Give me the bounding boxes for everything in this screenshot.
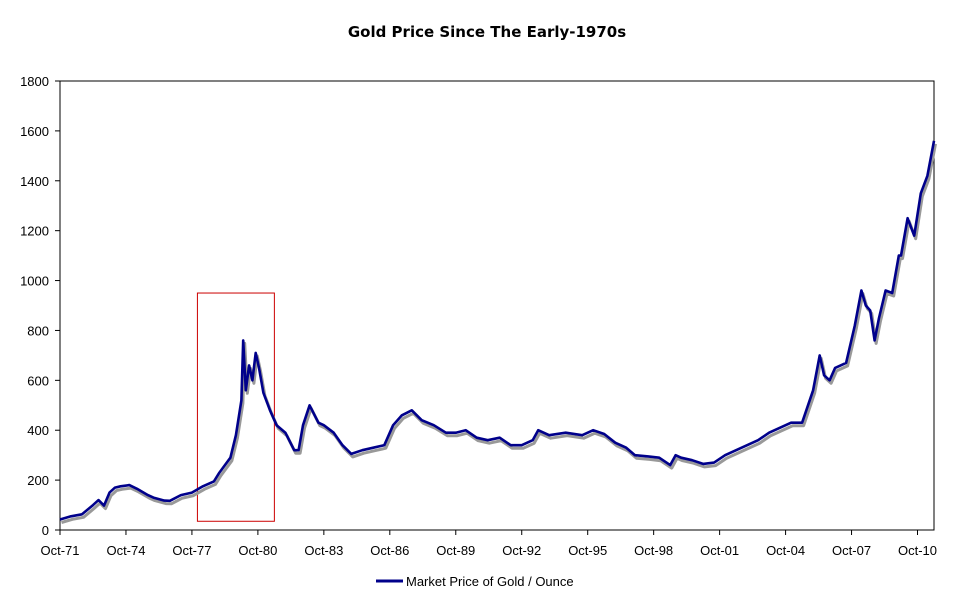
y-tick-label: 1800 [20, 74, 49, 89]
highlight-box [196, 292, 275, 522]
y-tick-label: 0 [42, 523, 49, 538]
y-tick-label: 1600 [20, 124, 49, 139]
x-tick-label: Oct-92 [502, 543, 541, 558]
legend-label: Market Price of Gold / Ounce [406, 574, 574, 589]
x-tick-label: Oct-98 [634, 543, 673, 558]
y-axis: 0 200 400 600 800 1000 1200 1400 1600 1800 [20, 74, 60, 538]
y-tick-label: 800 [27, 323, 49, 338]
x-tick-label: Oct-83 [304, 543, 343, 558]
x-tick-label: Oct-07 [832, 543, 871, 558]
x-tick-label: Oct-01 [700, 543, 739, 558]
y-tick-label: 400 [27, 423, 49, 438]
x-tick-label: Oct-04 [766, 543, 805, 558]
x-tick-label: Oct-71 [40, 543, 79, 558]
x-tick-label: Oct-77 [172, 543, 211, 558]
series-line-shadow [61, 143, 937, 524]
y-tick-label: 600 [27, 373, 49, 388]
x-tick-label: Oct-95 [568, 543, 607, 558]
x-tick-label: Oct-80 [238, 543, 277, 558]
x-tick-label: Oct-10 [898, 543, 937, 558]
series-line-gold-price [59, 140, 936, 521]
plot-area [59, 80, 935, 531]
chart-title: Gold Price Since The Early-1970s [348, 23, 626, 41]
x-tick-label: Oct-89 [436, 543, 475, 558]
x-tick-label: Oct-74 [106, 543, 145, 558]
x-axis: Oct-71 Oct-74 Oct-77 Oct-80 Oct-83 Oct-86 Oct-… [40, 530, 937, 558]
y-tick-label: 1000 [20, 274, 49, 289]
y-tick-label: 1200 [20, 224, 49, 239]
y-tick-label: 200 [27, 473, 49, 488]
y-tick-label: 1400 [20, 174, 49, 189]
legend: Market Price of Gold / Ounce [376, 574, 574, 589]
x-tick-label: Oct-86 [370, 543, 409, 558]
